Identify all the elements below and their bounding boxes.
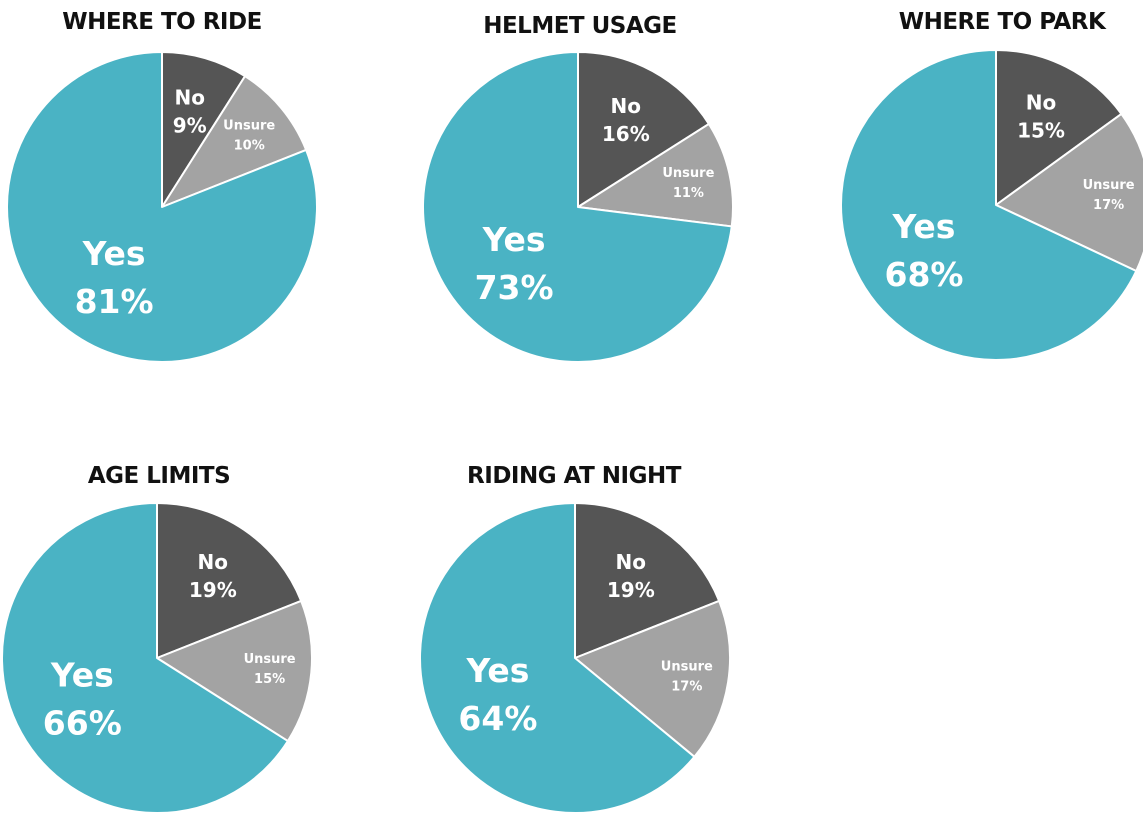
slice-label-yes: Yes [465,651,529,690]
pie-slice-yes [840,49,1138,361]
pie-chart-riding-at-night: No 19% Unsure 17% Yes 64% [419,502,731,814]
pie-slice-no [574,502,721,659]
pie-slice-unsure [574,599,731,758]
chart-title-where-to-ride: WHERE TO RIDE [62,9,262,35]
slice-value-no: 16% [602,122,650,146]
slice-value-yes: 81% [75,282,154,321]
slice-value-no: 19% [189,578,237,602]
pie-slice-unsure [161,75,308,208]
slice-value-yes: 66% [43,704,122,743]
pie-chart-where-to-park: No 15% Unsure 17% Yes 68% [840,49,1143,361]
slice-label-yes: Yes [892,207,956,246]
slice-value-yes: 64% [458,699,537,738]
slice-label-no: No [616,550,646,574]
slice-label-yes: Yes [82,234,146,273]
pie-slice-unsure [995,112,1143,272]
slice-value-unsure: 17% [1093,198,1124,213]
pie-chart-age-limits: No 19% Unsure 15% Yes 66% [1,502,314,814]
slice-label-no: No [1026,91,1056,115]
pie-slice-no [156,502,303,659]
slice-label-no: No [174,86,204,110]
pie-slice-no [577,51,710,208]
slice-value-no: 19% [607,578,655,602]
slice-value-unsure: 11% [673,186,704,201]
pie-slice-unsure [156,599,314,743]
slice-label-unsure: Unsure [662,166,714,181]
slice-value-no: 9% [173,114,207,138]
chart-title-age-limits: AGE LIMITS [87,463,231,489]
pie-slice-yes [419,502,696,814]
pie-slice-no [995,49,1123,206]
pie-slice-yes [6,51,318,363]
slice-value-unsure: 15% [254,672,285,687]
slice-value-unsure: 10% [234,138,265,153]
slice-label-unsure: Unsure [661,659,713,674]
chart-title-riding-at-night: RIDING AT NIGHT [467,463,681,489]
slice-label-yes: Yes [50,656,114,695]
slice-value-unsure: 17% [671,679,702,694]
pie-slice-unsure [577,122,735,228]
chart-title-where-to-park: WHERE TO PARK [898,9,1106,35]
slice-value-no: 15% [1017,119,1065,143]
slice-label-unsure: Unsure [1083,178,1135,193]
chart-title-helmet-usage: HELMET USAGE [483,13,677,39]
slice-label-unsure: Unsure [223,118,275,133]
slice-value-yes: 68% [885,255,964,294]
slice-label-no: No [198,550,228,574]
pie-slice-yes [422,51,733,363]
slice-label-no: No [611,94,641,118]
pie-slice-no [161,51,247,208]
slice-label-yes: Yes [482,220,546,259]
pie-chart-helmet-usage: No 16% Unsure 11% Yes 73% [422,51,735,363]
slice-value-yes: 73% [475,268,554,307]
slice-label-unsure: Unsure [244,652,296,667]
pie-slice-yes [1,502,289,814]
pie-chart-where-to-ride: No 9% Unsure 10% Yes 81% [6,51,318,363]
